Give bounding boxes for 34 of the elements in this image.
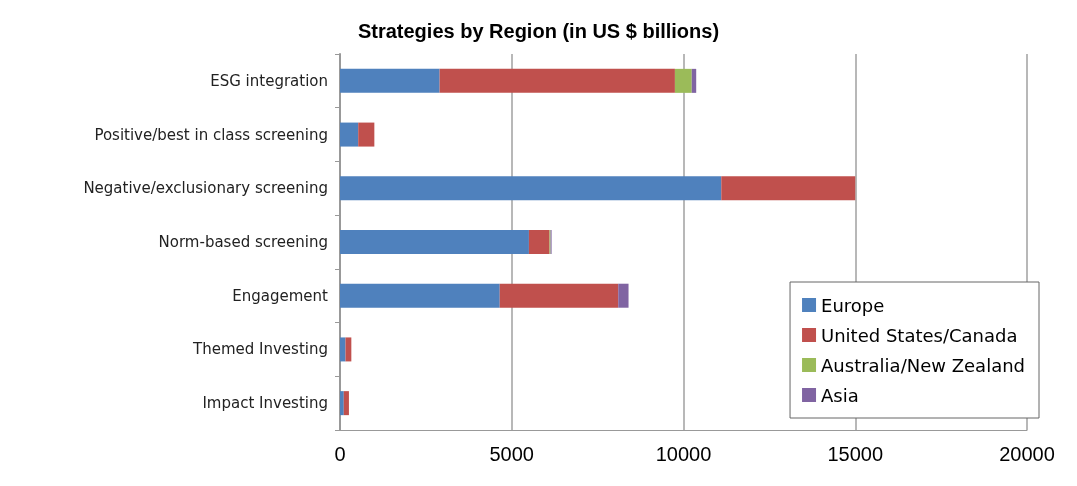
- bar: [674, 68, 692, 93]
- bar: [691, 68, 697, 93]
- legend-label: Europe: [821, 294, 885, 316]
- bar: [499, 283, 619, 308]
- x-tick-label: 20000: [999, 443, 1055, 465]
- legend-label: Australia/New Zealand: [821, 354, 1025, 376]
- legend-label: Asia: [821, 384, 859, 406]
- bar: [343, 391, 349, 416]
- y-tick-label: ESG integration: [210, 71, 328, 90]
- chart-title: Strategies by Region (in US $ billions): [357, 20, 720, 42]
- x-tick-label: 10000: [655, 443, 712, 465]
- bar: [528, 230, 550, 254]
- x-tick-label: 15000: [827, 443, 884, 465]
- bar: [618, 283, 629, 308]
- legend-label: United States/Canada: [821, 324, 1018, 346]
- y-tick-label: Negative/exclusionary screening: [83, 179, 328, 198]
- bar: [340, 68, 440, 93]
- y-tick-label: Themed Investing: [192, 340, 328, 359]
- bar: [721, 176, 856, 201]
- bar: [340, 122, 359, 147]
- bar: [358, 122, 375, 147]
- y-tick-label: Norm-based screening: [158, 233, 328, 251]
- bar: [340, 337, 346, 362]
- y-tick-label: Engagement: [232, 286, 329, 305]
- bar: [345, 337, 352, 362]
- y-tick-label: Positive/best in class screening: [94, 125, 328, 144]
- bar: [340, 176, 722, 201]
- x-tick-label: 5000: [489, 443, 534, 465]
- bar: [439, 68, 675, 93]
- bar: [340, 391, 344, 416]
- bar: [340, 283, 500, 308]
- y-tick-label: Impact Investing: [202, 394, 328, 413]
- x-tick-label: 0: [334, 443, 346, 465]
- bar: [340, 230, 529, 254]
